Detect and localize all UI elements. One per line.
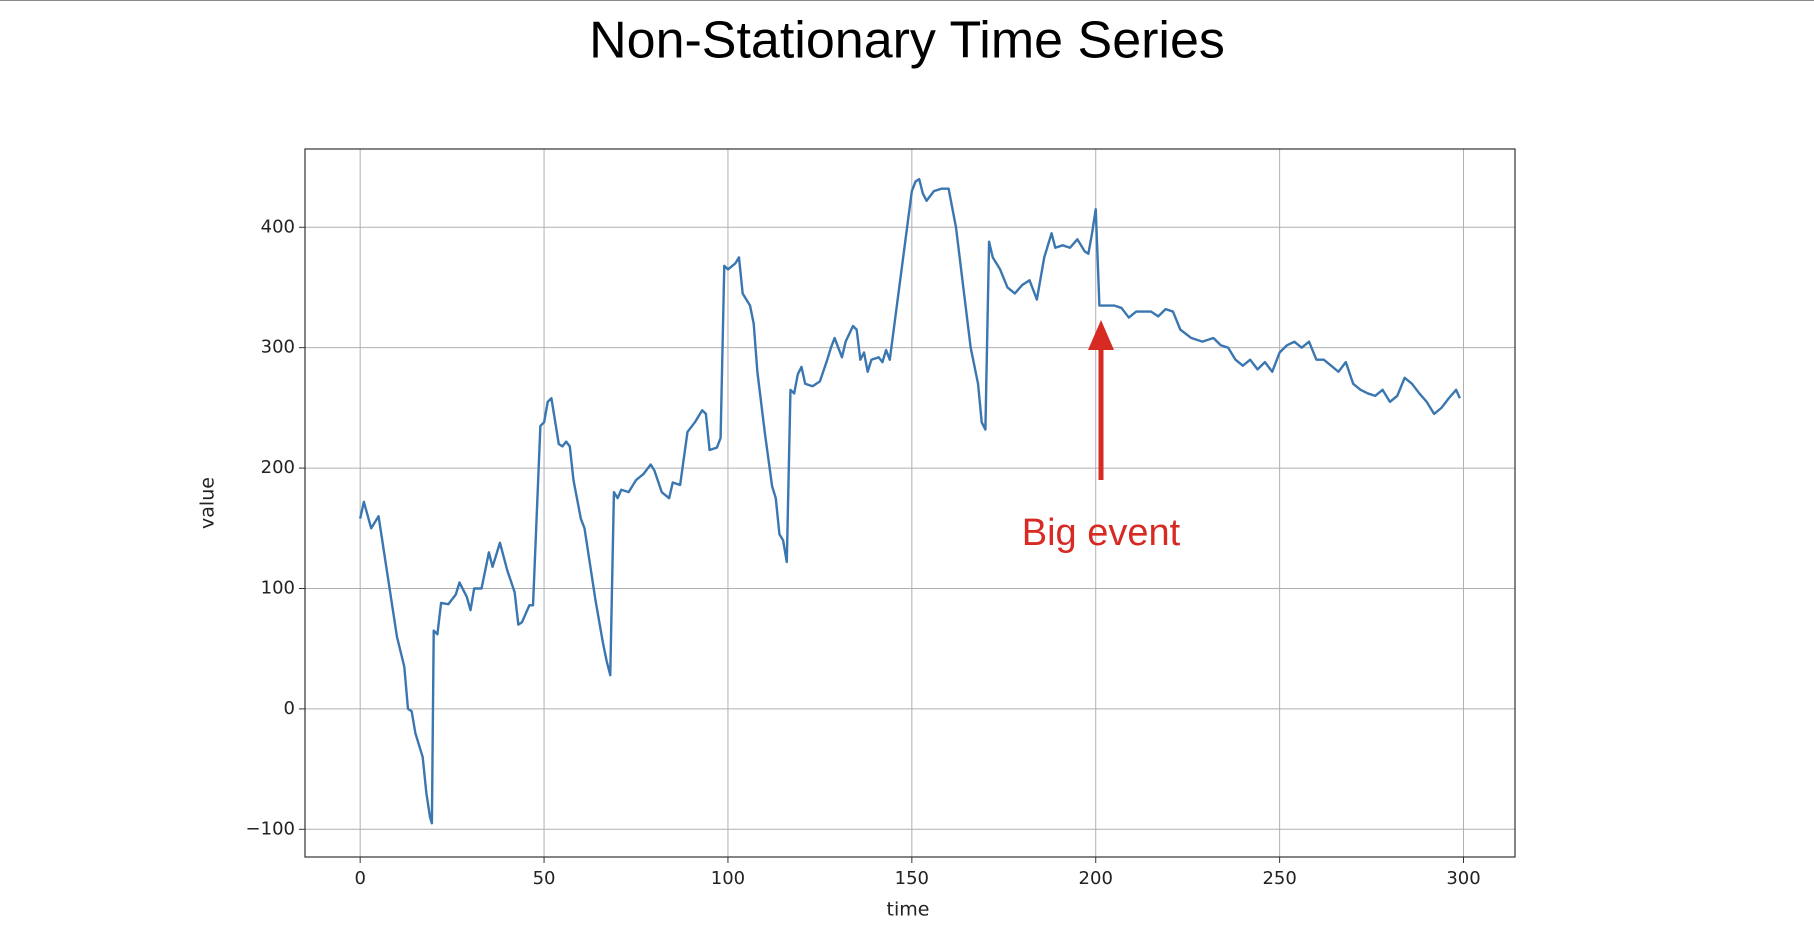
x-axis-label: time xyxy=(887,899,930,921)
annotation-arrowhead xyxy=(1088,320,1114,350)
y-tick-label: 200 xyxy=(261,457,295,478)
x-tick-label: 300 xyxy=(1446,868,1480,889)
x-tick-label: 0 xyxy=(354,868,365,889)
x-tick-label: 50 xyxy=(533,868,556,889)
y-axis-label: value xyxy=(197,477,219,529)
y-tick-label: 0 xyxy=(284,698,295,719)
y-tick-label: 300 xyxy=(261,337,295,358)
x-tick-label: 100 xyxy=(711,868,745,889)
series-line xyxy=(358,177,1461,825)
plot-frame xyxy=(304,148,1516,858)
y-tick-label: 400 xyxy=(261,216,295,237)
annotation: Big event xyxy=(1022,512,1181,554)
x-tick-label: 200 xyxy=(1079,868,1113,889)
plot-area xyxy=(305,149,1515,857)
x-tick-label: 150 xyxy=(895,868,929,889)
y-tick-label: 100 xyxy=(261,577,295,598)
x-tick-label: 250 xyxy=(1262,868,1296,889)
chart-title: Non-Stationary Time Series xyxy=(589,12,1225,70)
y-tick-label: −100 xyxy=(246,818,295,839)
